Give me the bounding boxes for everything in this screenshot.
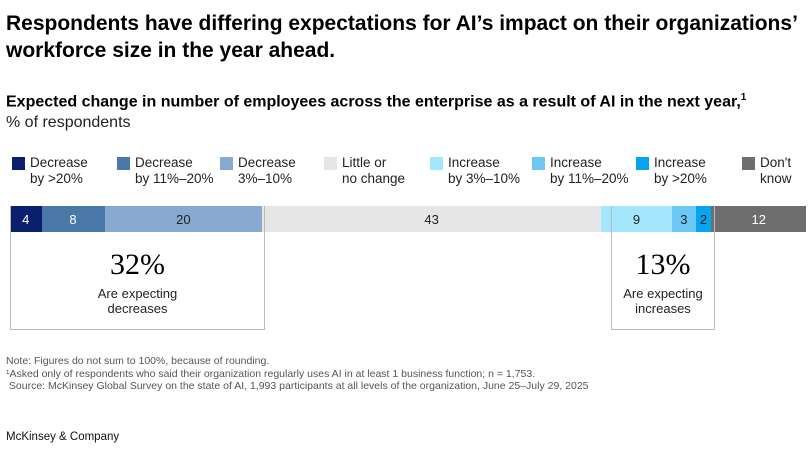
legend-label: Increase by 3%–10% [448,155,521,186]
subtitle-text: Expected change in number of employees a… [6,93,741,111]
legend-label: Little or no change [342,155,406,186]
legend-swatch [742,157,755,170]
legend-label: Decrease by 11%–20% [135,155,214,186]
legend-swatch [636,157,649,170]
legend-item: Little or no change [324,155,405,187]
bar-segment: 4 [10,206,42,232]
callout-text: Are expecting increases [623,286,703,316]
legend-swatch [220,157,233,170]
legend-label: Increase by 11%–20% [550,155,629,186]
footnote-1: ¹Asked only of respondents who said thei… [6,367,536,380]
data-label: 9 [632,211,641,227]
bar-segment: 9 [601,206,672,232]
data-label: 12 [751,211,766,227]
bar-segment: 3 [672,206,696,232]
callout-value: 13% [635,248,691,281]
bar-segment: 2 [695,206,712,232]
legend-item: Increase by 3%–10% [430,155,520,187]
brand-logo: McKinsey & Company [6,431,120,443]
data-label: 3 [680,211,688,227]
source: Source: McKinsey Global Survey on the st… [6,380,589,392]
legend-swatch [12,157,25,170]
legend-item: Decrease by >20% [12,155,88,187]
callout-increases: 13% Are expecting increases [611,206,715,330]
legend-item: Increase by 11%–20% [532,155,629,187]
legend-item: Decrease by 11%–20% [117,155,214,187]
unit-label: % of respondents [6,114,131,131]
legend-swatch [430,157,443,170]
stacked-bar: 4 8 20 43 9 3 2 12 [10,206,806,232]
legend-swatch [117,157,130,170]
legend-item: Don't know [742,155,792,187]
note: Note: Figures do not sum to 100%, becaus… [6,355,270,367]
footnotes: Note: Figures do not sum to 100%, becaus… [6,355,589,393]
chart-subtitle: Expected change in number of employees a… [6,92,746,111]
legend-swatch [532,157,545,170]
legend-label: Decrease by >20% [30,155,88,186]
legend-label: Don't know [760,155,792,186]
data-label: 2 [699,211,708,227]
data-label: 43 [424,211,439,227]
callout-value: 32% [110,248,165,281]
callout-decreases: 32% Are expecting decreases [10,206,265,330]
legend-label: Increase by >20% [654,155,707,186]
bar-segment: 43 [262,206,602,232]
subtitle-footnote: 1 [740,92,747,103]
data-label: 4 [22,211,30,227]
data-label: 20 [176,211,191,227]
bar-segment: 20 [104,206,263,232]
bar-segment: 8 [41,206,105,232]
callout-text: Are expecting decreases [97,286,178,316]
chart-title: Respondents have differing expectations … [6,12,797,62]
bar-segment: 12 [711,206,806,232]
legend-item: Increase by >20% [636,155,707,187]
legend-swatch [324,157,337,170]
legend-item: Decrease 3%–10% [220,155,296,187]
legend-label: Decrease 3%–10% [238,155,296,186]
data-label: 8 [69,211,77,227]
